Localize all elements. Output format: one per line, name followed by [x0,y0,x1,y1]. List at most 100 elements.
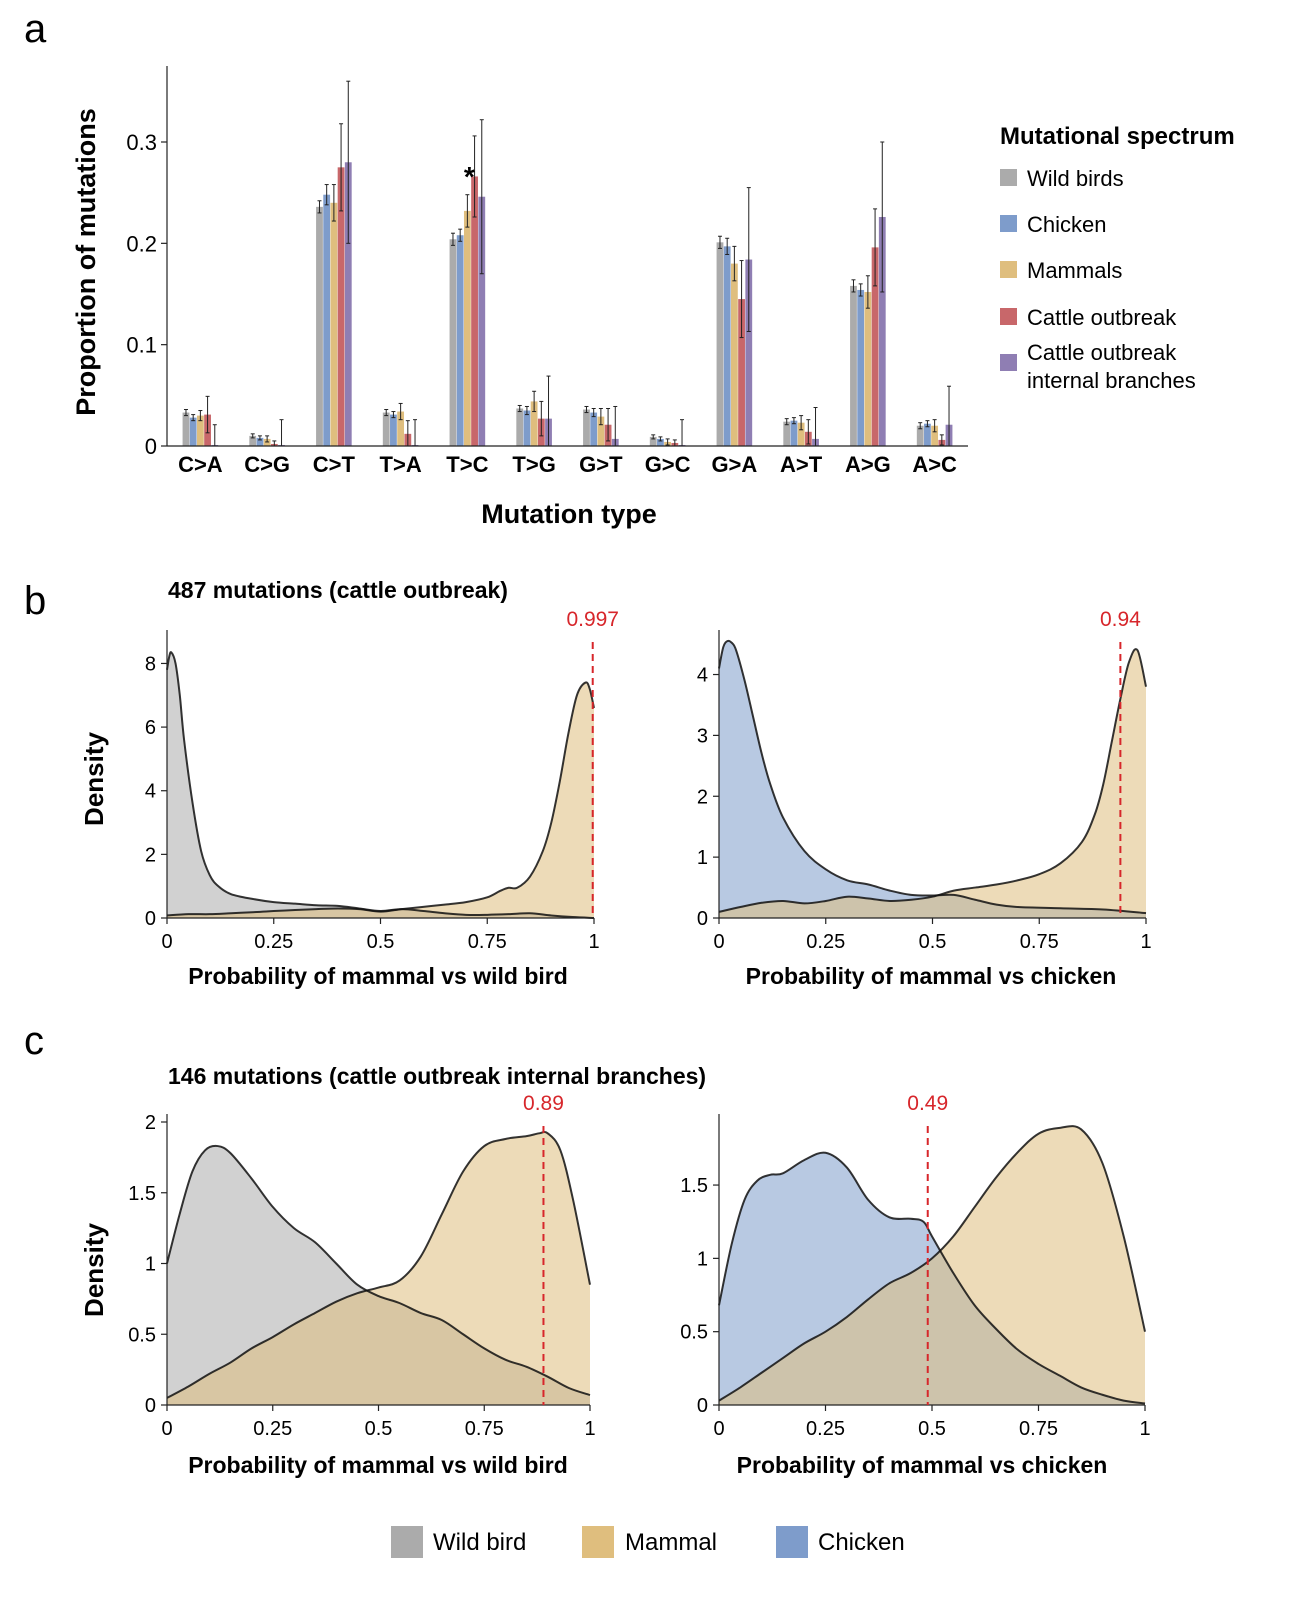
density-fills [167,652,594,918]
error-bar-a-c-chicken [925,420,930,428]
error-bar-t-c-wild-birds [450,232,455,246]
y-axis-label: Density [79,732,109,826]
legend-label-wild-bird: Wild bird [433,1529,526,1556]
x-tick-label: 1 [588,931,599,953]
bar-a-t-wild-birds [783,421,791,446]
axes: 0 0.25 0.5 0.75 1 0 0.5 1 1.5 [680,1114,1151,1440]
y-tick-label: 0 [697,1395,708,1417]
legend-label-cattle-internal-line1: Cattle outbreak [1027,340,1177,365]
error-bar-c-g-mammals [265,435,270,443]
bar-a-g-cattle-outbreak [871,247,879,446]
bar-c-g-wild-birds [249,435,257,446]
error-bar-t-g-mammals [532,390,537,413]
panel-letter-a: a [24,7,47,51]
legend-mutational-spectrum: Mutational spectrum Wild birds Chicken M… [1000,123,1235,393]
x-tick-label: 0 [161,931,172,953]
error-bar-g-t-wild-birds [584,405,589,414]
bar-g-t-wild-birds [583,409,590,446]
error-bar-g-t-chicken [591,408,596,418]
density-fills [167,1131,590,1405]
error-bar-c-t-cattle-outbreak [339,123,344,212]
legend-density: Wild bird Mammal Chicken [391,1526,905,1558]
density-area-wild-bird [167,652,594,918]
x-tick-label: 1 [584,1418,595,1440]
density-line-mammal [718,1125,1146,1402]
axes: 0 0.25 0.5 0.75 1 0 1 2 3 4 [697,630,1152,953]
bar-t-g-wild-birds [516,408,524,446]
error-bar-g-c-chicken [658,436,663,442]
significance-asterisk: * [464,161,475,192]
error-bar-t-a-cattle-outbreak-internal-branches [413,419,418,447]
density-lines [718,1125,1146,1405]
error-bar-a-t-cattle-outbreak [806,419,811,445]
bar-c-t-cattle-outbreak-internal-branches [344,162,352,446]
bar-t-c-chicken [456,235,464,446]
bar-t-g-mammals [530,401,538,446]
bar-c-g-mammals [263,438,271,446]
legend-swatch-cattle-outbreak [1000,308,1017,325]
x-tick-label-g-a: G>A [711,452,757,477]
y-tick-label: 0 [697,908,708,930]
error-bar-a-t-wild-birds [784,418,789,426]
bar-t-a-wild-birds [382,412,390,446]
threshold-label: 0.997 [566,608,619,631]
threshold-label: 0.94 [1100,608,1141,631]
error-bar-c-a-cattle-outbreak-internal-branches [212,424,217,447]
error-bar-t-c-mammals [465,194,470,228]
y-tick-label: 0.2 [126,231,157,256]
error-bar-g-a-wild-birds [717,235,722,249]
y-tick-label: 0.1 [126,333,157,358]
bar-c-a-mammals [196,415,204,446]
bars-layer [182,80,953,447]
error-bar-t-a-wild-birds [384,409,389,417]
x-axis-label: Probability of mammal vs wild bird [188,1452,568,1478]
error-bar-t-c-cattle-outbreak [472,135,477,218]
error-bar-a-g-cattle-outbreak-internal-branches [880,141,885,293]
x-tick-label-t-g: T>G [512,452,555,477]
bar-t-c-mammals [463,210,471,446]
bar-t-a-chicken [390,414,397,446]
bar-g-a-mammals [730,263,738,446]
error-bar-g-c-cattle-outbreak-internal-branches [680,419,685,447]
error-bar-c-g-cattle-outbreak-internal-branches [279,419,284,447]
bar-c-g-chicken [256,437,264,446]
bar-t-g-chicken [523,410,531,446]
axes-layer: C>A C>G C>T T>A T>C T>G G>T G>C G>A A>T A>G A>C 0 0.1… [126,66,968,477]
bar-a-c-chicken [924,423,931,446]
density-fills [719,640,1146,918]
bar-g-a-chicken [723,246,731,446]
x-tick-label-c-a: C>A [178,452,223,477]
error-bar-t-a-mammals [398,402,403,421]
threshold-label: 0.49 [907,1092,948,1115]
density-line-wild-bird [166,651,595,919]
x-tick-label-c-g: C>G [244,452,290,477]
x-tick-label: 0 [713,931,724,953]
legend-swatch-chicken [1000,215,1017,232]
x-tick-label-a-t: A>T [780,452,823,477]
x-axis-label: Probability of mammal vs chicken [737,1452,1108,1478]
error-bar-g-a-chicken [725,237,730,255]
y-tick-label: 1 [697,847,708,869]
x-tick-label: 0.25 [254,931,293,953]
bar-c-t-wild-birds [316,206,323,446]
density-line-chicken [718,1151,1146,1405]
density-plot-c-wild-bird: Probability of mammal vs wild bird Densi… [79,1092,596,1478]
bar-a-t-chicken [790,420,798,446]
bar-a-g-chicken [857,289,865,446]
y-tick-label: 0.5 [128,1324,156,1346]
error-bar-a-g-cattle-outbreak [873,208,878,287]
bar-c-t-chicken [323,194,331,446]
legend-label-cattle-outbreak: Cattle outbreak [1027,305,1177,330]
x-tick-label: 0.75 [1019,1418,1058,1440]
bar-g-c-wild-birds [649,436,657,446]
x-tick-label-a-c: A>C [912,452,957,477]
error-bar-t-a-chicken [391,411,396,419]
density-area-chicken [719,640,1146,918]
y-tick-label: 0.5 [680,1322,708,1344]
x-axis-label: Mutation type [481,499,657,529]
x-tick-label-t-c: T>C [446,452,488,477]
y-tick-label: 1 [697,1248,708,1270]
bar-a-c-wild-birds [916,425,924,446]
bar-g-a-wild-birds [716,242,724,446]
x-tick-label: 1 [1139,1418,1150,1440]
